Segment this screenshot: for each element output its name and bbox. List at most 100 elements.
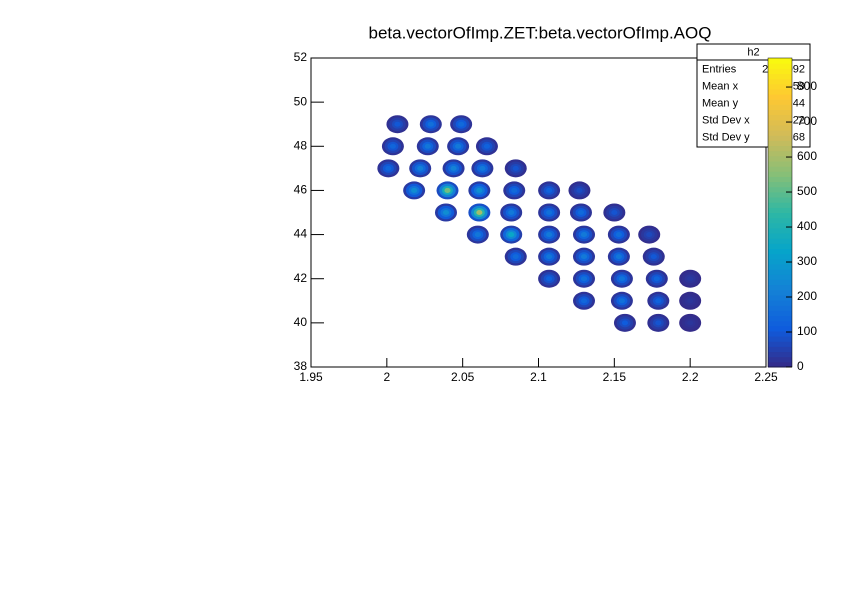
density-cell <box>389 143 396 149</box>
density-cell <box>655 320 662 326</box>
density-cell <box>483 143 491 149</box>
palette-step <box>768 279 792 286</box>
density-cell <box>653 276 660 282</box>
palette-step <box>768 166 792 172</box>
density-cell <box>611 209 618 216</box>
palette-step <box>768 289 792 296</box>
palette-step <box>768 145 792 152</box>
y-tick-label: 40 <box>294 315 308 329</box>
x-tick-label: 1.95 <box>299 370 323 384</box>
palette-step <box>768 124 792 131</box>
palette-step <box>768 191 792 198</box>
palette-step <box>768 176 792 183</box>
stats-box: h2Entries2467092Mean x2.059Mean y45.44St… <box>696 43 811 148</box>
palette-step <box>768 294 792 301</box>
palette-step <box>768 135 792 141</box>
density-cell <box>458 121 465 127</box>
y-tick-label: 42 <box>294 271 308 285</box>
density-cell <box>618 298 625 304</box>
palette-step <box>768 336 792 342</box>
y-tick-label: 48 <box>294 138 308 152</box>
chart-title: beta.vectorOfImp.ZET:beta.vectorOfImp.AO… <box>369 23 712 42</box>
density-cell <box>427 121 434 127</box>
density-cell <box>511 187 518 193</box>
density-cell <box>577 209 585 216</box>
palette-step <box>768 197 792 203</box>
palette-step <box>768 109 792 116</box>
palette-step <box>768 171 792 177</box>
palette-step <box>768 238 792 244</box>
density-cell <box>479 165 486 171</box>
palette-step <box>768 119 792 126</box>
stats-title: h2 <box>747 46 759 58</box>
z-tick-label: 700 <box>797 114 817 128</box>
z-tick-label: 300 <box>797 254 817 268</box>
density-cell <box>442 209 450 216</box>
density-cell <box>508 209 515 216</box>
palette-step <box>768 94 792 100</box>
density-cell <box>512 254 519 260</box>
palette-step <box>768 351 792 358</box>
density-cell <box>385 165 392 171</box>
palette-step <box>768 155 792 162</box>
density-cell <box>580 276 588 282</box>
density-cell <box>474 232 481 238</box>
stats-label: Entries <box>702 63 737 75</box>
density-cell <box>576 187 583 193</box>
density-cell <box>646 232 653 238</box>
palette-step <box>768 73 792 80</box>
palette-step <box>768 83 792 90</box>
density-cell <box>687 298 694 304</box>
density-cell <box>546 209 553 216</box>
y-tick-label: 38 <box>294 359 308 373</box>
palette-step <box>768 315 792 322</box>
palette-step <box>768 305 792 311</box>
density-cell <box>687 320 694 326</box>
palette-step <box>768 161 792 167</box>
palette-step <box>768 243 792 250</box>
density-cell <box>546 187 553 193</box>
density-cell <box>444 187 451 193</box>
palette-step <box>768 269 792 275</box>
palette-step <box>768 140 792 147</box>
density-cell <box>580 254 588 260</box>
palette-step <box>768 320 792 327</box>
z-tick-label: 100 <box>797 324 817 338</box>
palette-step <box>768 264 792 270</box>
density-cell <box>687 276 694 282</box>
palette-step <box>768 207 792 213</box>
palette-step <box>768 258 792 265</box>
x-tick-label: 2.15 <box>603 370 627 384</box>
palette-step <box>768 202 792 208</box>
palette-step <box>768 222 792 229</box>
density-cell <box>621 320 629 326</box>
density-cell <box>450 165 457 171</box>
y-tick-label: 52 <box>294 50 308 64</box>
palette-step <box>768 212 792 219</box>
palette-step <box>768 325 792 332</box>
density-cell <box>394 121 401 127</box>
palette-frame <box>767 57 793 368</box>
palette-step <box>768 104 792 110</box>
palette-step <box>768 63 792 69</box>
palette-step <box>768 227 792 234</box>
palette-step <box>768 300 792 306</box>
density-cell <box>615 232 622 238</box>
stats-label: Mean x <box>702 80 739 92</box>
palette-step <box>768 341 792 347</box>
plot-area <box>377 115 702 332</box>
density-cell <box>546 232 553 238</box>
palette-step <box>768 346 792 353</box>
palette-step <box>768 361 792 368</box>
x-tick-label: 2.2 <box>682 370 699 384</box>
density-cell <box>476 209 483 216</box>
palette-step <box>768 130 792 136</box>
density-cell <box>512 165 519 171</box>
density-cell <box>417 165 424 171</box>
y-tick-label: 44 <box>294 227 308 241</box>
density-cell <box>618 276 625 282</box>
palette-step <box>768 58 792 64</box>
z-tick-label: 0 <box>797 359 804 373</box>
